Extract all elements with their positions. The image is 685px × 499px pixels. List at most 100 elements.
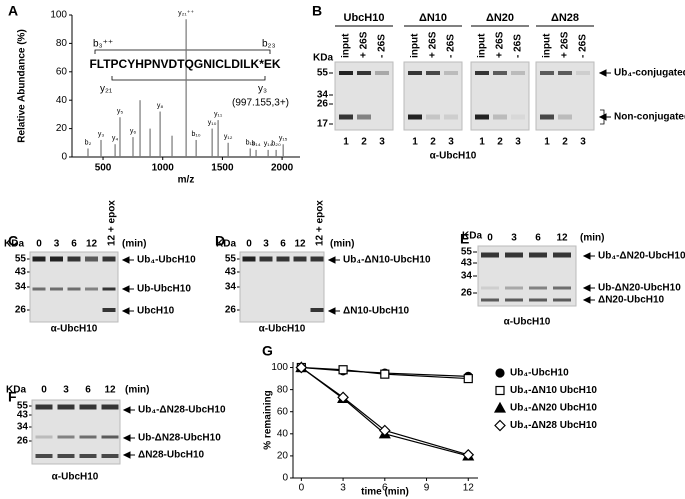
legend-label: Ub₄-UbcH10 bbox=[510, 368, 569, 379]
band-label: ΔN28-UbcH10 bbox=[138, 450, 205, 461]
arrow bbox=[121, 307, 134, 315]
band bbox=[85, 287, 98, 291]
x-tick-label: 0 bbox=[299, 483, 305, 494]
x-tick-label: 6 bbox=[382, 483, 388, 494]
marker-label: 55 bbox=[461, 247, 473, 258]
unit-label: KDa bbox=[4, 239, 24, 250]
band bbox=[493, 114, 507, 120]
legend-marker bbox=[494, 419, 506, 432]
band bbox=[529, 252, 547, 258]
lane-number: 1 bbox=[479, 137, 485, 148]
band-label: Non-conjugated bbox=[614, 112, 685, 123]
point bbox=[463, 373, 473, 384]
marker-label: 55 bbox=[15, 254, 27, 265]
band bbox=[553, 286, 571, 290]
time-unit: (min) bbox=[122, 239, 146, 250]
band bbox=[57, 454, 75, 458]
band bbox=[444, 114, 458, 120]
band bbox=[35, 404, 53, 410]
y-axis-label: % remaining bbox=[263, 390, 274, 449]
band bbox=[481, 286, 499, 290]
antibody-label: α-UbcH10 bbox=[52, 472, 99, 483]
band bbox=[529, 286, 547, 290]
band-label: Ub-UbcH10 bbox=[137, 284, 191, 295]
arrow bbox=[598, 113, 611, 121]
band bbox=[339, 71, 353, 75]
marker-label: 43 bbox=[461, 258, 473, 269]
unit-label: KDa bbox=[6, 385, 26, 396]
x-axis-label: time (min) bbox=[361, 487, 409, 498]
band bbox=[50, 256, 63, 262]
band-label: Ub₄-conjugated bbox=[614, 68, 685, 79]
lane-label: input bbox=[410, 33, 421, 58]
band bbox=[576, 71, 590, 75]
panel-label: D bbox=[215, 233, 225, 249]
legend-label: Ub₄-ΔN10 UbcH10 bbox=[510, 385, 597, 396]
band bbox=[35, 454, 53, 458]
band-label: ΔN10-UbcH10 bbox=[343, 306, 410, 317]
lane-number: 3 bbox=[515, 137, 521, 148]
lane-label: - 26S bbox=[513, 34, 524, 58]
arrow bbox=[327, 256, 340, 264]
legend-marker bbox=[495, 385, 505, 396]
x-tick-label: 1500 bbox=[211, 163, 234, 174]
unit-label: KDa bbox=[216, 239, 236, 250]
band bbox=[102, 256, 116, 262]
lane-label: - 26S bbox=[377, 34, 388, 58]
band bbox=[553, 252, 571, 258]
y-tick-label: 60 bbox=[56, 66, 68, 77]
lane-number: 2 bbox=[562, 137, 568, 148]
band bbox=[426, 114, 440, 120]
band bbox=[57, 404, 75, 410]
lane-label: + 26S bbox=[560, 31, 571, 58]
peak-label: b₁₄ bbox=[252, 141, 261, 148]
peak-label: y₅ bbox=[117, 108, 124, 115]
band bbox=[85, 256, 98, 262]
band bbox=[101, 404, 119, 410]
band bbox=[339, 114, 353, 120]
x-tick-label: 9 bbox=[424, 483, 430, 494]
series-line bbox=[300, 367, 469, 456]
band bbox=[79, 404, 97, 410]
lane-label: + 26S bbox=[359, 31, 370, 58]
y-tick-label: 80 bbox=[56, 38, 68, 49]
fragment-label: b₃⁺⁺ bbox=[93, 39, 113, 50]
precursor-label: (997.155,3+) bbox=[232, 98, 289, 109]
peak-label: b₁₀ bbox=[192, 131, 201, 138]
lane-label: + 26S bbox=[495, 31, 506, 58]
time-unit: (min) bbox=[125, 385, 149, 396]
arrow bbox=[598, 69, 611, 77]
band-label: Ub₄-ΔN10-UbcH10 bbox=[343, 255, 431, 266]
band bbox=[357, 71, 371, 75]
band bbox=[375, 71, 389, 75]
lane-label: 12 bbox=[556, 233, 568, 244]
marker-label: 55 bbox=[17, 401, 29, 412]
marker-label: 26 bbox=[317, 99, 329, 110]
point bbox=[295, 361, 308, 374]
marker-label: 34 bbox=[15, 282, 27, 293]
band bbox=[310, 256, 324, 262]
marker-label: 26 bbox=[225, 305, 237, 316]
band-label: Ub₄-ΔN28-UbcH10 bbox=[138, 405, 226, 416]
time-unit: (min) bbox=[580, 233, 604, 244]
band bbox=[57, 435, 75, 439]
marker-label: 55 bbox=[317, 68, 329, 79]
lane-number: 2 bbox=[430, 137, 436, 148]
lane-label: 0 bbox=[246, 239, 252, 250]
band-label: Ub₄-ΔN20-UbcH10 bbox=[598, 251, 685, 262]
band bbox=[529, 298, 547, 302]
band bbox=[79, 454, 97, 458]
marker-label: 55 bbox=[225, 254, 237, 265]
lane-label: 0 bbox=[36, 239, 42, 250]
band bbox=[475, 114, 489, 120]
x-tick-label: 500 bbox=[95, 163, 112, 174]
band bbox=[50, 287, 63, 291]
series-line bbox=[301, 366, 469, 380]
unit-label: KDa bbox=[462, 231, 482, 242]
band bbox=[505, 252, 523, 258]
band bbox=[32, 256, 46, 262]
peak-label: b₂ bbox=[85, 139, 92, 146]
lane-label: 12 bbox=[86, 239, 98, 250]
lane-label: 12 + epox bbox=[107, 200, 118, 246]
